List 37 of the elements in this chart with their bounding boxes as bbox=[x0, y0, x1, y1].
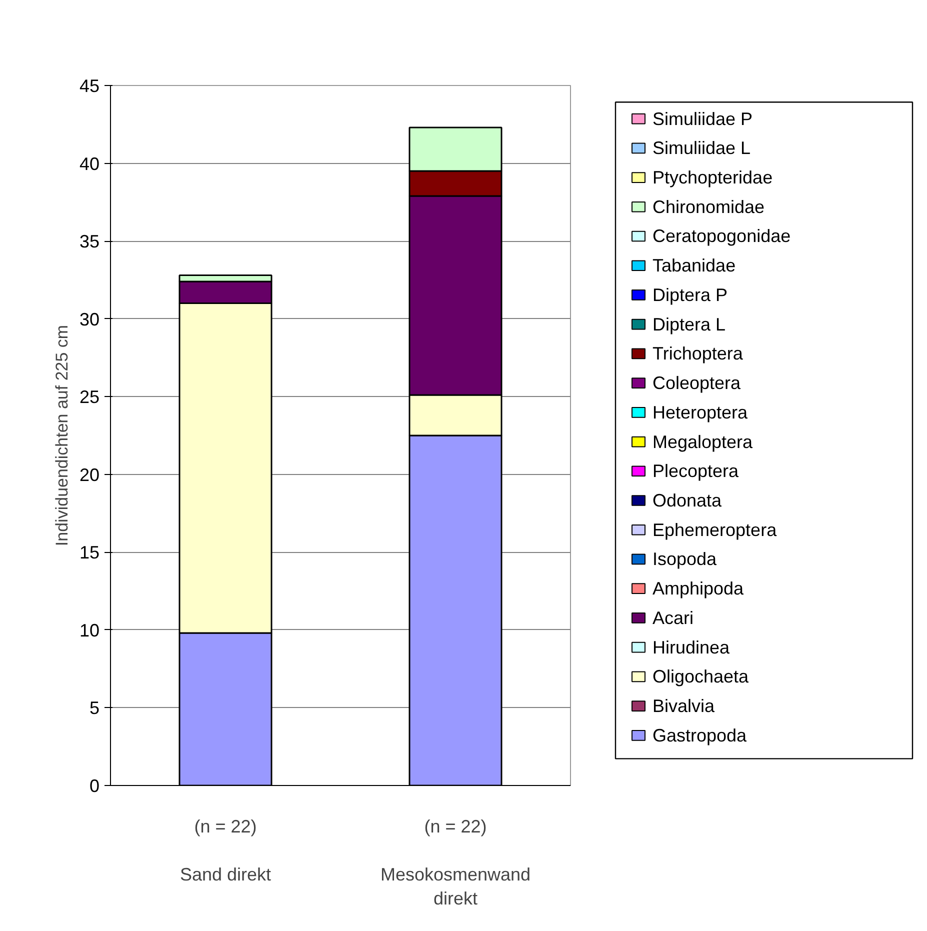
x-tick-label: Mesokosmenwand direkt bbox=[380, 864, 531, 908]
legend-label: Trichoptera bbox=[652, 344, 744, 364]
y-tick-label: 15 bbox=[79, 542, 100, 563]
legend-label: Diptera L bbox=[652, 314, 726, 334]
y-tick-label: 25 bbox=[79, 387, 100, 408]
x-tick-label: Sand direkt bbox=[180, 864, 272, 884]
y-tick-label: 0 bbox=[89, 776, 100, 796]
y-tick-label: 10 bbox=[79, 620, 100, 640]
y-axis-title: Individuendichten auf 225 cm bbox=[52, 324, 72, 546]
legend-label: Heteroptera bbox=[652, 402, 749, 422]
legend-label: Amphipoda bbox=[652, 578, 745, 599]
y-tick-label: 5 bbox=[89, 698, 100, 718]
y-tick-label: 20 bbox=[79, 464, 100, 485]
y-tick-label: 30 bbox=[79, 309, 100, 330]
legend-label: Odonata bbox=[652, 490, 723, 511]
legend-label: Hirudinea bbox=[652, 637, 731, 658]
text: (n = 22) bbox=[424, 816, 487, 836]
legend-label: Ephemeroptera bbox=[652, 520, 778, 540]
legend-label: Bivalvia bbox=[652, 696, 716, 716]
legend-label: Simuliidae P bbox=[652, 108, 753, 129]
y-tick-label: 40 bbox=[79, 154, 100, 174]
legend-label: Isopoda bbox=[652, 549, 718, 570]
y-tick-label: 45 bbox=[79, 76, 100, 96]
legend-label: Simuliidae L bbox=[652, 138, 751, 158]
legend-label: Plecoptera bbox=[652, 461, 740, 482]
legend-label: Coleoptera bbox=[652, 373, 742, 394]
legend-label: Chironomidae bbox=[652, 196, 765, 217]
legend-label: Ceratopogonidae bbox=[652, 226, 791, 246]
legend-label: Gastropoda bbox=[652, 725, 748, 746]
y-tick-label: 35 bbox=[79, 232, 100, 252]
legend-label: Acari bbox=[652, 608, 694, 628]
legend-label: Ptychopteridae bbox=[652, 168, 773, 188]
legend-label: Diptera P bbox=[652, 284, 728, 305]
text: (n = 22) bbox=[194, 816, 257, 836]
legend-label: Megaloptera bbox=[652, 432, 754, 452]
legend-label: Oligochaeta bbox=[652, 666, 750, 687]
legend-label: Tabanidae bbox=[652, 256, 736, 276]
